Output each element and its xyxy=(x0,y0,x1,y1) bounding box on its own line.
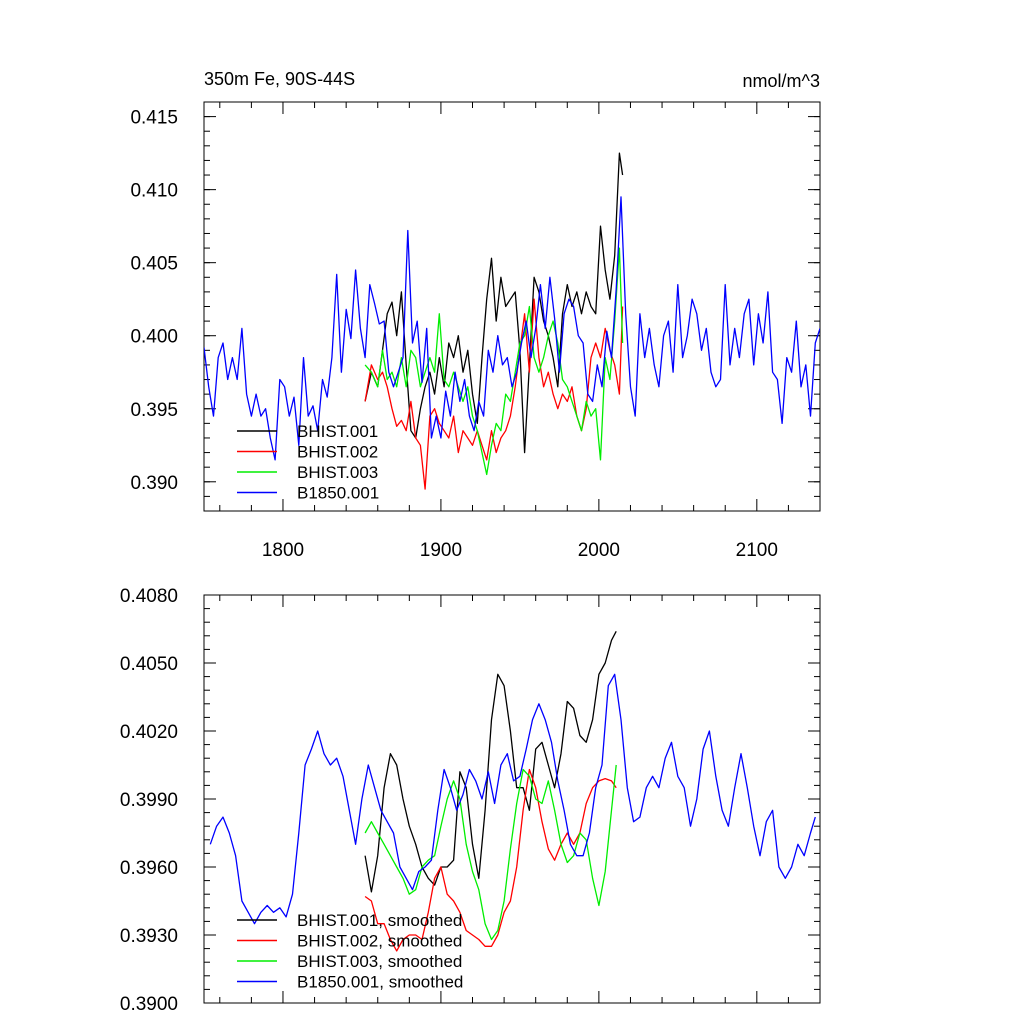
series-line-4 xyxy=(204,196,820,461)
series-line-1 xyxy=(364,152,624,454)
legend-label: B1850.001, smoothed xyxy=(297,973,463,992)
y-tick-label: 0.415 xyxy=(130,108,178,129)
y-tick-label: 0.400 xyxy=(130,327,178,348)
legend-label: BHIST.002, smoothed xyxy=(297,932,462,951)
y-tick-label: 0.410 xyxy=(130,181,178,202)
chart-top: 350m Fe, 90S-44S nmol/m^3 0.390 0.395 0.40… xyxy=(130,69,821,561)
y-tick-label: 0.4080 xyxy=(120,586,178,607)
series-line-2 xyxy=(364,768,617,952)
legend-label: B1850.001 xyxy=(297,484,379,503)
y-tick-label: 0.3900 xyxy=(120,994,178,1015)
y-tick-label: 0.395 xyxy=(130,400,178,421)
x-tick-label: 2100 xyxy=(736,540,778,561)
chart-title-right: nmol/m^3 xyxy=(743,71,820,91)
y-tick-label: 0.3990 xyxy=(120,790,178,811)
x-tick-label: 2000 xyxy=(578,540,620,561)
y-tick-label: 0.390 xyxy=(130,473,178,494)
x-tick-label: 1900 xyxy=(420,540,462,561)
series-line-1 xyxy=(364,630,617,893)
series-line-3 xyxy=(364,247,624,476)
legend-label: BHIST.001 xyxy=(297,422,378,441)
x-tick-label: 1800 xyxy=(262,540,304,561)
series-group xyxy=(209,630,816,952)
series-line-4 xyxy=(209,673,816,925)
series-group xyxy=(204,152,820,490)
y-tick-label: 0.4050 xyxy=(120,654,178,675)
series-line-3 xyxy=(364,764,617,941)
y-tick-label: 0.4020 xyxy=(120,722,178,743)
y-tick-label: 0.3960 xyxy=(120,858,178,879)
chart-title-left: 350m Fe, 90S-44S xyxy=(204,69,355,89)
y-tick-label: 0.3930 xyxy=(120,926,178,947)
legend-label: BHIST.003 xyxy=(297,463,378,482)
legend-label: BHIST.001, smoothed xyxy=(297,911,462,930)
chart-bottom: 0.3900 0.3930 0.3960 0.3990 0.4020 0.4050 0.40… xyxy=(120,586,821,1015)
y-tick-label: 0.405 xyxy=(130,254,178,275)
legend-label: BHIST.002 xyxy=(297,443,378,462)
legend-label: BHIST.003, smoothed xyxy=(297,952,462,971)
